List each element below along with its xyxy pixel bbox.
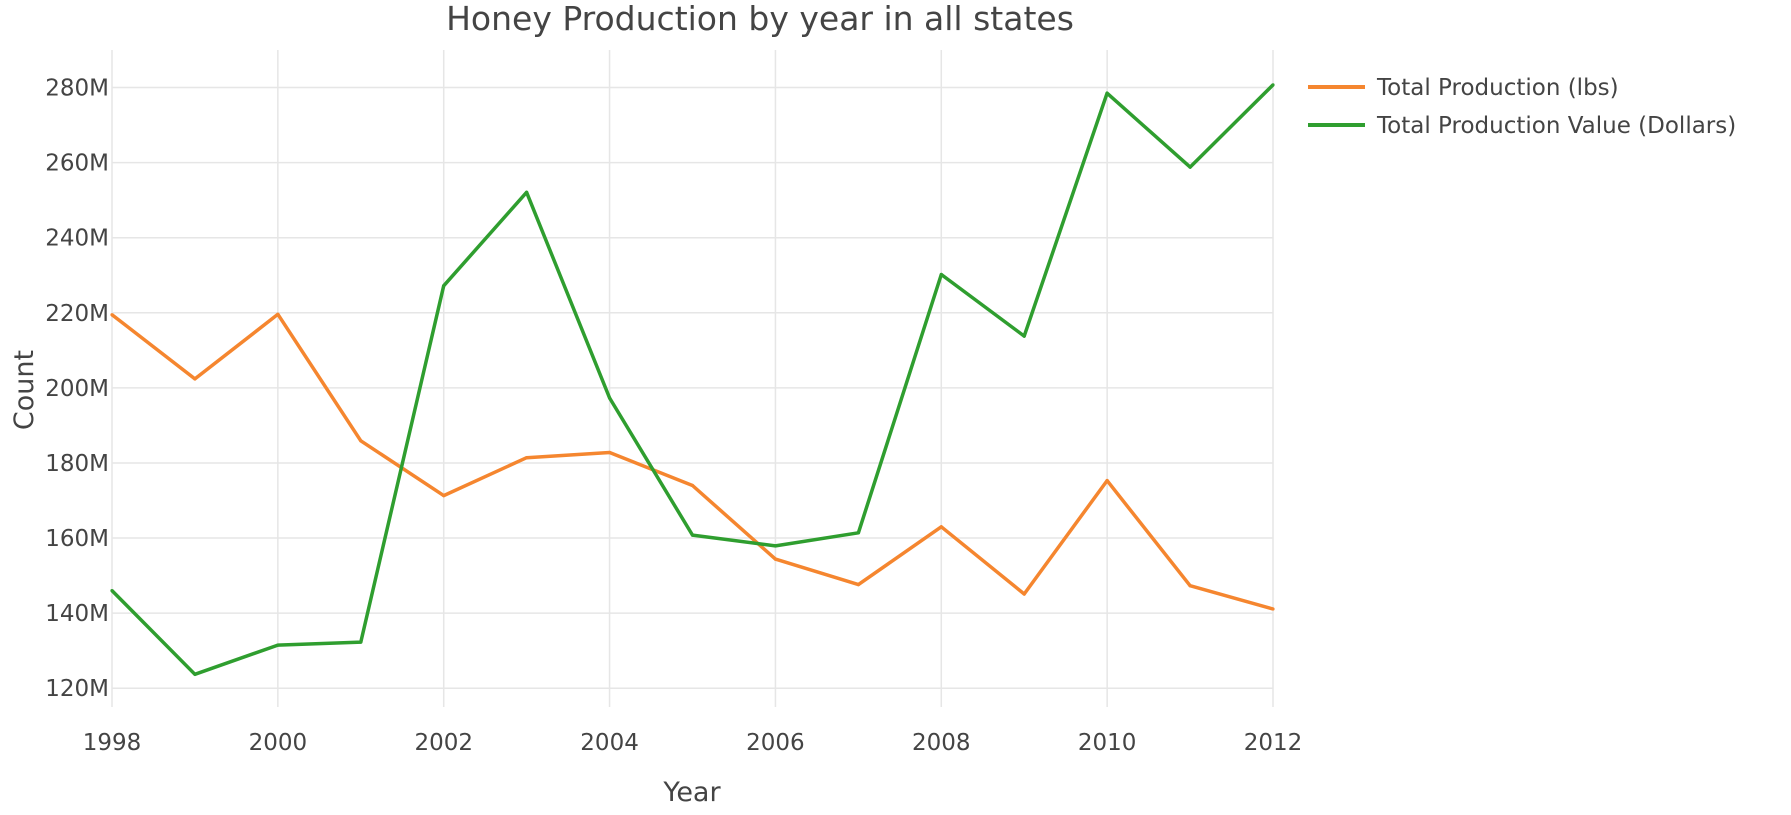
series-1-point [608, 450, 612, 455]
x-axis-title: Year [662, 777, 721, 808]
series-1-point [856, 583, 861, 587]
series-1-point [276, 312, 280, 316]
series-1-point [359, 439, 363, 443]
series-2-point [1022, 334, 1026, 338]
series-1-point [939, 525, 943, 529]
series-2-point [193, 672, 197, 676]
series-layer [110, 83, 1275, 677]
series-line-1 [110, 312, 1274, 611]
series-1-point [1271, 607, 1275, 611]
y-axis-title: Count [9, 350, 40, 430]
series-2-point [1188, 165, 1192, 169]
grid-layer [111, 50, 1274, 707]
x-tick-label: 2008 [912, 730, 971, 756]
x-tick-label: 1998 [83, 730, 142, 756]
series-1-point [193, 377, 197, 381]
series-2-point [690, 533, 695, 537]
y-tick-label: 140M [45, 601, 109, 627]
series-line-2 [110, 83, 1275, 677]
series-2-point [939, 272, 943, 277]
series-2-point [1105, 91, 1109, 95]
series-2-point [608, 396, 612, 400]
y-tick-label: 180M [45, 451, 109, 477]
y-tick-label: 120M [45, 676, 109, 702]
series-2-point [442, 284, 446, 288]
series-1-point [1188, 584, 1192, 588]
series-1-point [442, 494, 446, 498]
series-2-point [276, 643, 280, 647]
legend: Total Production (lbs) Total Production V… [1308, 75, 1736, 139]
x-tick-label: 2010 [1078, 730, 1137, 756]
x-tick-label: 2004 [580, 730, 639, 756]
series-2-point [1271, 83, 1275, 87]
series-1-point [110, 313, 114, 317]
y-tick-label: 260M [45, 151, 109, 177]
y-tick-label: 280M [45, 76, 109, 102]
series-2-point [856, 531, 861, 535]
y-tick-label: 200M [45, 376, 109, 402]
series-1-point [1022, 592, 1026, 596]
series-2-point [359, 640, 363, 644]
series-1-point [690, 483, 695, 488]
legend-label-2: Total Production Value (Dollars) [1376, 113, 1736, 139]
series-2-point [525, 190, 529, 194]
series-2-point [773, 544, 778, 548]
chart-title: Honey Production by year in all states [446, 0, 1074, 38]
series-1-point [773, 557, 778, 561]
series-2-point [110, 589, 114, 593]
series-1-point [1105, 479, 1109, 483]
tick-labels: 1998 2000 2002 2004 2006 2008 2010 2012 120M 140M… [45, 76, 1302, 756]
x-tick-label: 2002 [414, 730, 473, 756]
x-tick-label: 2012 [1244, 730, 1303, 756]
x-tick-label: 2006 [746, 730, 805, 756]
y-tick-label: 220M [45, 301, 109, 327]
legend-label-1: Total Production (lbs) [1376, 75, 1619, 101]
y-tick-label: 160M [45, 526, 109, 552]
y-tick-label: 240M [45, 226, 109, 252]
series-1-point [525, 456, 529, 460]
x-tick-label: 2000 [249, 730, 308, 756]
